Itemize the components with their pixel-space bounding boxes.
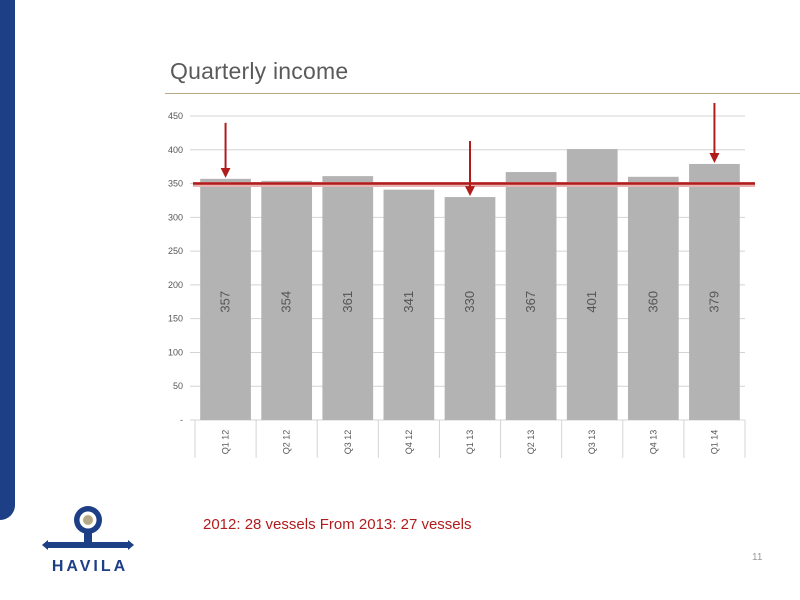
x-tick-label: Q1 12: [221, 430, 231, 455]
x-tick-label: Q2 13: [526, 430, 536, 455]
slide-title: Quarterly income: [170, 58, 349, 84]
x-tick-label: Q1 13: [465, 430, 475, 455]
brand-side-bar: [0, 0, 15, 520]
bar-value-label: 357: [218, 291, 233, 313]
highlight-arrows: [220, 102, 720, 197]
bar-value-label: 354: [279, 291, 294, 313]
y-tick-label: 350: [168, 179, 183, 189]
bar: [566, 149, 618, 420]
bar-layer: 357 354 361 341 330 367 401 360 379: [200, 149, 740, 420]
x-axis-ticks: Q1 12 Q2 12 Q3 12 Q4 12 Q1 13 Q2 13 Q3 13 Q4 13…: [194, 420, 746, 458]
bar: [383, 189, 435, 420]
bar: [444, 197, 496, 420]
bar: [322, 176, 374, 420]
bar-value-label: 401: [584, 291, 599, 313]
y-tick-label: 400: [168, 145, 183, 155]
bar: [200, 178, 251, 420]
x-tick-label: Q4 13: [648, 430, 658, 455]
x-tick-label: Q3 13: [587, 430, 597, 455]
y-tick-label: 450: [168, 111, 183, 121]
y-axis-ticks: - 50 100 150 200 250 300 350 400 450: [168, 111, 183, 425]
y-tick-label: 200: [168, 280, 183, 290]
page-number: 11: [752, 552, 763, 563]
y-tick-label: 150: [168, 314, 183, 324]
x-tick-label: Q1 14: [709, 430, 719, 455]
bar-value-label: 330: [462, 291, 477, 313]
bar: [689, 163, 740, 420]
havila-anchor-logo-icon: [42, 506, 134, 550]
bar: [627, 176, 679, 420]
y-tick-label: 50: [173, 381, 183, 391]
title-divider: [165, 93, 800, 94]
reference-layer: [193, 182, 755, 188]
bar-value-label: 367: [523, 291, 538, 313]
x-tick-label: Q3 12: [343, 430, 353, 455]
y-tick-label: 250: [168, 246, 183, 256]
y-tick-label: 300: [168, 212, 183, 222]
bar: [261, 180, 313, 420]
bar-value-label: 341: [401, 291, 416, 313]
havila-logo-text: HAVILA: [51, 558, 129, 575]
vessel-count-note: 2012: 28 vessels From 2013: 27 vessels: [203, 516, 472, 533]
y-tick-label: -: [180, 415, 183, 425]
x-tick-label: Q4 12: [404, 430, 414, 455]
bar: [505, 172, 557, 420]
x-tick-label: Q2 12: [282, 430, 292, 455]
bar-value-label: 379: [706, 291, 721, 313]
bar-value-label: 360: [645, 291, 660, 313]
bar-value-label: 361: [340, 291, 355, 313]
y-tick-label: 100: [168, 347, 183, 357]
